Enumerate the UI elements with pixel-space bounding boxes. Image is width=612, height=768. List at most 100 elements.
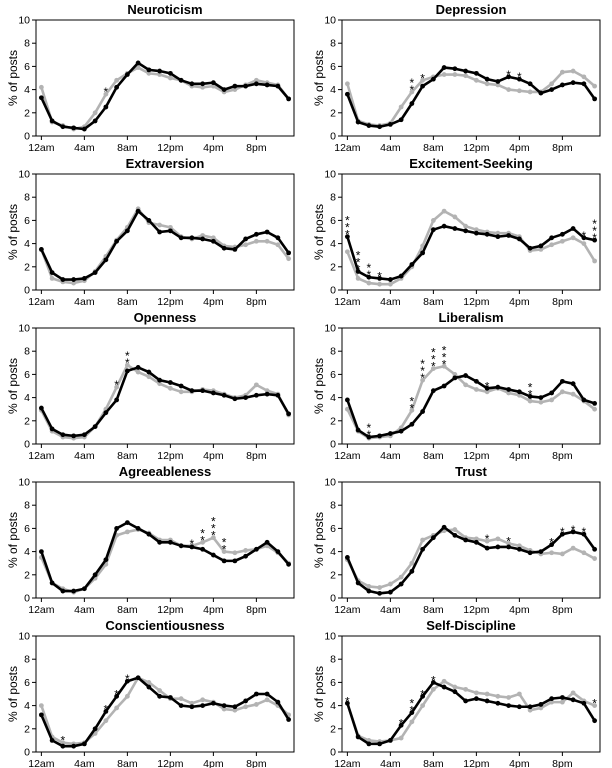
significance-star: *	[200, 533, 205, 547]
data-point	[253, 691, 259, 697]
data-point	[243, 395, 249, 400]
panel-excitement-seeking: Excitement-Seeking 0 2 4 6 8 10 % of posts 12am 4…	[312, 156, 601, 308]
data-point	[398, 735, 404, 741]
plot-frame	[341, 635, 601, 753]
data-point	[344, 234, 350, 240]
data-point	[420, 409, 426, 414]
y-axis-label: % of posts	[6, 50, 20, 106]
y-tick-label: 6	[330, 215, 336, 227]
significance-star: *	[410, 697, 415, 711]
x-tick-label: 4pm	[509, 758, 530, 768]
y-tick-label: 0	[24, 131, 30, 143]
data-point	[516, 389, 522, 395]
data-point	[473, 378, 479, 384]
data-point	[549, 242, 555, 248]
data-point	[103, 709, 109, 714]
data-point	[549, 235, 555, 241]
plot-frame	[35, 173, 295, 291]
data-point	[570, 391, 576, 397]
x-tick-label: 12pm	[157, 758, 184, 768]
y-tick-label: 2	[330, 261, 336, 273]
data-point	[275, 392, 281, 398]
data-point	[420, 243, 426, 249]
significance-star: *	[356, 255, 361, 269]
data-point	[49, 270, 55, 275]
data-point	[124, 368, 130, 374]
data-point	[516, 691, 522, 697]
y-tick-label: 4	[24, 84, 30, 96]
significance-star: *	[560, 525, 565, 539]
data-point	[452, 214, 458, 220]
data-point	[275, 699, 281, 705]
data-point	[441, 383, 447, 389]
data-point	[221, 549, 227, 554]
panel-depression: Depression 0 2 4 6 8 10 % of posts 12am 4am 8am 12p…	[312, 2, 601, 154]
data-point	[570, 80, 576, 86]
significance-marker: ***	[345, 214, 350, 242]
y-tick-label: 8	[330, 654, 336, 666]
x-tick-label: 12am	[334, 296, 361, 308]
data-point	[210, 535, 216, 541]
data-point	[189, 235, 195, 241]
data-point	[484, 231, 490, 237]
data-point	[592, 718, 598, 724]
data-point	[243, 553, 249, 559]
y-tick-label: 4	[330, 546, 336, 558]
data-point	[463, 382, 469, 388]
data-point	[398, 273, 404, 279]
y-tick-label: 8	[330, 500, 336, 512]
data-point	[387, 281, 393, 287]
significance-marker: ***	[431, 346, 436, 374]
y-axis-label: % of posts	[6, 512, 20, 568]
series-dark	[344, 65, 598, 130]
data-point	[71, 125, 77, 131]
data-point	[178, 389, 184, 395]
y-tick-label: 8	[24, 192, 30, 204]
data-point	[473, 690, 479, 696]
x-tick-label: 4pm	[509, 604, 530, 616]
data-point	[38, 247, 44, 252]
x-tick-label: 4am	[74, 296, 95, 308]
data-point	[60, 432, 66, 438]
significance-marker: *	[114, 687, 119, 701]
significance-star: *	[61, 734, 66, 748]
plot-frame	[341, 173, 601, 291]
series-light	[38, 675, 292, 747]
data-point	[592, 258, 598, 264]
data-point	[146, 684, 152, 690]
series-line	[40, 66, 290, 131]
significance-marker: *	[485, 532, 490, 546]
y-tick-label: 8	[24, 346, 30, 358]
data-point	[92, 726, 98, 732]
data-point	[157, 68, 163, 74]
data-point	[420, 546, 426, 552]
data-point	[420, 377, 426, 383]
data-point	[495, 693, 501, 699]
x-tick-label: 4am	[74, 604, 95, 616]
data-point	[581, 81, 587, 87]
panel-conscientiousness: Conscientiousness 0 2 4 6 8 10 % of posts 12am 4a…	[6, 618, 295, 768]
y-tick-label: 0	[330, 439, 336, 451]
data-point	[286, 96, 292, 102]
data-point	[264, 388, 270, 394]
data-point	[103, 410, 109, 416]
series-light	[344, 678, 598, 744]
data-point	[200, 697, 206, 703]
y-axis-label: % of posts	[312, 358, 326, 414]
data-point	[221, 703, 227, 708]
y-axis-label: % of posts	[6, 666, 20, 722]
data-point	[264, 697, 270, 703]
data-point	[570, 226, 576, 231]
data-point	[420, 703, 426, 708]
data-point	[441, 363, 447, 369]
x-tick-label: 8am	[423, 142, 444, 154]
data-point	[221, 558, 227, 564]
data-point	[409, 421, 415, 427]
x-tick-label: 4pm	[509, 450, 530, 462]
data-point	[581, 550, 587, 556]
data-point	[559, 389, 565, 395]
significance-star: *	[125, 356, 130, 370]
significance-star: *	[114, 687, 119, 701]
data-point	[253, 702, 259, 707]
x-tick-label: 8pm	[552, 296, 573, 308]
